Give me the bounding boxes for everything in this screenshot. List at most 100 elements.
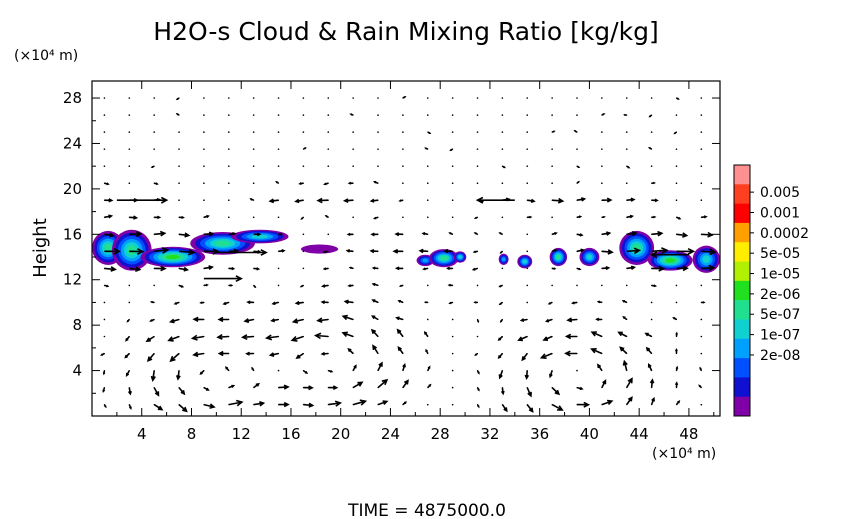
wind-vector <box>626 230 638 237</box>
wind-vector <box>270 318 279 323</box>
wind-vector <box>472 250 478 254</box>
grid-dot <box>377 301 379 303</box>
cloud-contours <box>92 229 720 273</box>
wind-vector <box>178 248 196 256</box>
wind-vector <box>246 300 254 305</box>
grid-dot <box>153 387 155 389</box>
cloud-region <box>140 246 206 268</box>
wind-vector <box>252 182 255 185</box>
grid-dot <box>477 318 479 320</box>
grid-dot <box>377 233 379 235</box>
wind-vector <box>576 114 578 116</box>
wind-vector <box>371 315 379 321</box>
wind-vector <box>527 215 533 219</box>
x-axis-unit: (×10⁴ m) <box>652 446 716 462</box>
y-tick-label: 4 <box>72 362 82 380</box>
wind-vector <box>451 318 454 321</box>
wind-vector <box>327 114 330 116</box>
wind-vector <box>576 267 582 271</box>
wind-vector <box>178 199 180 202</box>
wind-vector <box>217 350 229 357</box>
wind-vector <box>347 347 354 355</box>
wind-vector <box>426 97 429 99</box>
wind-vector <box>501 148 504 150</box>
grid-dot <box>626 301 628 303</box>
wind-vector <box>227 216 230 219</box>
wind-vector <box>675 165 678 167</box>
wind-vector <box>701 248 717 256</box>
wind-vector <box>499 319 504 323</box>
cloud-contour-level <box>458 255 462 259</box>
grid-dot <box>352 233 354 235</box>
grid-dot <box>352 267 354 269</box>
wind-vector <box>369 248 379 254</box>
wind-vector <box>700 352 703 355</box>
wind-vector <box>192 351 205 358</box>
wind-vector <box>169 352 180 363</box>
wind-vector <box>203 386 210 391</box>
wind-vector <box>576 248 585 253</box>
chart-title: H2O-s Cloud & Rain Mixing Ratio [kg/kg] <box>153 17 658 46</box>
grid-dot <box>203 353 205 355</box>
wind-vector <box>625 97 628 99</box>
wind-vector <box>128 114 131 116</box>
wind-vector <box>451 114 454 116</box>
wind-vector <box>178 215 185 219</box>
wind-vector <box>675 284 678 287</box>
wind-vector <box>674 381 679 388</box>
wind-vector <box>377 148 379 150</box>
wind-vector <box>371 282 379 287</box>
wind-vector <box>426 284 429 287</box>
wind-vector-long <box>475 196 515 204</box>
grid-dot <box>526 336 528 338</box>
wind-vector <box>449 148 454 152</box>
wind-vector <box>700 131 703 133</box>
wind-vector <box>103 97 106 99</box>
wind-vector <box>129 215 139 220</box>
grid-dot <box>675 233 677 235</box>
wind-vector <box>302 369 309 374</box>
wind-vector <box>303 385 314 391</box>
cloud-contour-level <box>126 245 137 256</box>
wind-vector <box>676 97 680 100</box>
wind-vector <box>573 130 578 133</box>
wind-vector <box>471 267 478 271</box>
wind-vector <box>625 148 628 150</box>
grid-dot <box>675 216 677 218</box>
wind-vector <box>675 301 678 304</box>
cloud-region <box>300 244 339 254</box>
wind-vector <box>601 148 603 150</box>
grid-dot <box>153 370 155 372</box>
grid-dot <box>675 97 677 99</box>
wind-vector <box>377 165 379 167</box>
wind-vector <box>253 267 261 271</box>
wind-vector <box>651 230 664 237</box>
grid-dot <box>651 404 653 406</box>
wind-vector <box>178 403 188 413</box>
wind-vector <box>601 215 606 219</box>
wind-vector <box>352 148 354 150</box>
wind-vector <box>500 387 505 396</box>
wind-vector <box>298 182 304 185</box>
wind-vector <box>473 216 478 219</box>
wind-vector <box>650 301 653 304</box>
wind-vector <box>473 232 478 236</box>
wind-vector <box>290 335 304 342</box>
grid-dot <box>178 353 180 355</box>
y-tick-label: 16 <box>63 225 82 243</box>
grid-dot <box>526 370 528 372</box>
wind-vector <box>154 247 170 254</box>
wind-vector <box>476 182 479 185</box>
wind-vector <box>675 331 679 337</box>
wind-vector <box>426 216 429 219</box>
grid-dot <box>377 267 379 269</box>
wind-vector <box>502 165 506 169</box>
cloud-region <box>231 229 289 244</box>
wind-vector <box>622 359 628 371</box>
wind-vector <box>423 301 428 304</box>
grid-dot <box>377 353 379 355</box>
wind-vector <box>264 334 279 341</box>
cloud-region <box>498 253 509 265</box>
legend-label: 1e-07 <box>760 328 800 344</box>
wind-vector <box>103 318 106 321</box>
